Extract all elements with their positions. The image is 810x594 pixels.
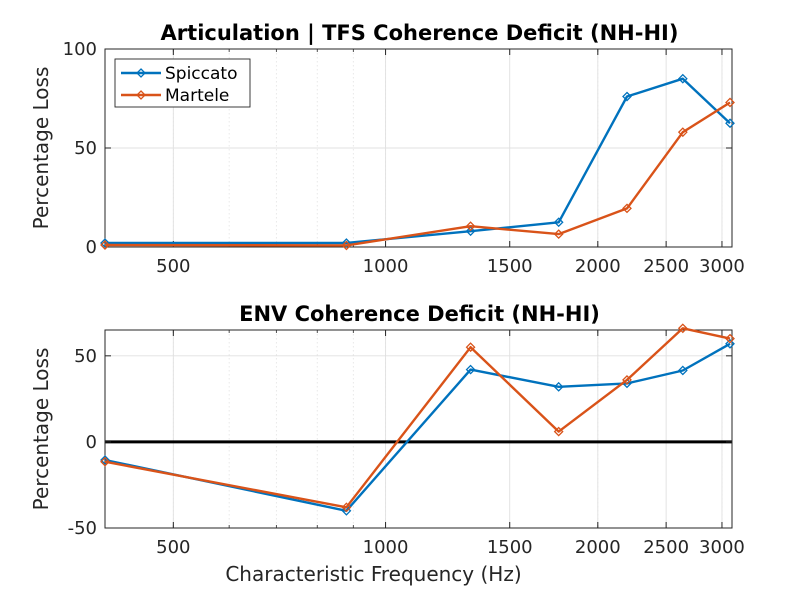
x-tick-label: 1500 xyxy=(487,537,533,558)
data-point xyxy=(622,203,632,214)
x-tick-label: 1000 xyxy=(363,256,409,277)
chart-title: Articulation | TFS Coherence Deficit (NH… xyxy=(161,21,679,46)
data-point xyxy=(341,240,352,251)
y-tick-label: -50 xyxy=(68,518,97,539)
y-tick-label: 50 xyxy=(74,346,97,367)
data-point xyxy=(100,455,110,465)
data-point xyxy=(100,238,110,248)
data-point xyxy=(677,365,688,376)
chart-2: 500 1000 1500 2000 2500 3000 -50 0 50 ENV Coheren… xyxy=(29,302,745,586)
series-line xyxy=(105,77,731,245)
legend-entry-label: Martele xyxy=(165,86,229,106)
data-point xyxy=(725,118,735,129)
y-tick-label: 100 xyxy=(63,39,97,60)
x-tick-label: 2000 xyxy=(575,537,621,558)
data-point xyxy=(465,221,476,232)
data-point xyxy=(100,240,110,250)
series-line xyxy=(104,101,731,247)
legend-swatch-marker xyxy=(136,90,146,100)
data-point xyxy=(622,375,632,385)
x-tick-label: 1500 xyxy=(487,256,533,277)
data-point xyxy=(553,217,564,228)
data-point xyxy=(553,426,564,437)
x-tick-label: 2500 xyxy=(643,256,689,277)
data-point xyxy=(677,73,688,84)
y-axis-label: Percentage Loss xyxy=(29,348,53,511)
data-point xyxy=(341,502,352,513)
series-martele xyxy=(100,97,735,251)
data-point xyxy=(622,91,632,102)
data-point xyxy=(725,338,735,349)
x-tick-label: 3000 xyxy=(699,256,745,277)
chart-1: 500 1000 1500 2000 2500 3000 0 50 100 Articulatio… xyxy=(29,21,745,277)
y-axis-label: Percentage Loss xyxy=(29,67,53,230)
data-point xyxy=(553,229,564,240)
legend-swatch-marker xyxy=(136,68,146,78)
x-tick-label: 3000 xyxy=(699,537,745,558)
axes-box xyxy=(104,329,733,529)
data-point xyxy=(553,381,564,392)
series-spiccato xyxy=(100,73,735,248)
series-martele xyxy=(100,323,735,513)
data-point xyxy=(465,342,476,353)
data-point xyxy=(341,238,352,248)
y-tick-label: 50 xyxy=(74,138,97,159)
x-tick-label: 1000 xyxy=(363,537,409,558)
y-tick-label: 0 xyxy=(86,432,97,453)
x-tick-label: 500 xyxy=(156,256,190,277)
data-point xyxy=(677,127,688,138)
data-point xyxy=(465,226,476,237)
x-tick-label: 500 xyxy=(156,537,190,558)
series-line xyxy=(104,327,731,509)
chart-title: ENV Coherence Deficit (NH-HI) xyxy=(239,302,600,326)
y-tick-label: 0 xyxy=(86,237,97,258)
legend-box xyxy=(114,58,251,108)
legend-entry-label: Spiccato xyxy=(165,64,237,84)
data-point xyxy=(725,333,735,344)
x-axis-label: Characteristic Frequency (Hz) xyxy=(225,562,521,586)
data-point xyxy=(677,323,688,334)
x-tick-label: 2000 xyxy=(575,256,621,277)
x-tick-label: 2500 xyxy=(643,537,689,558)
data-point xyxy=(465,364,476,375)
data-point xyxy=(100,456,110,467)
data-point xyxy=(725,97,735,108)
